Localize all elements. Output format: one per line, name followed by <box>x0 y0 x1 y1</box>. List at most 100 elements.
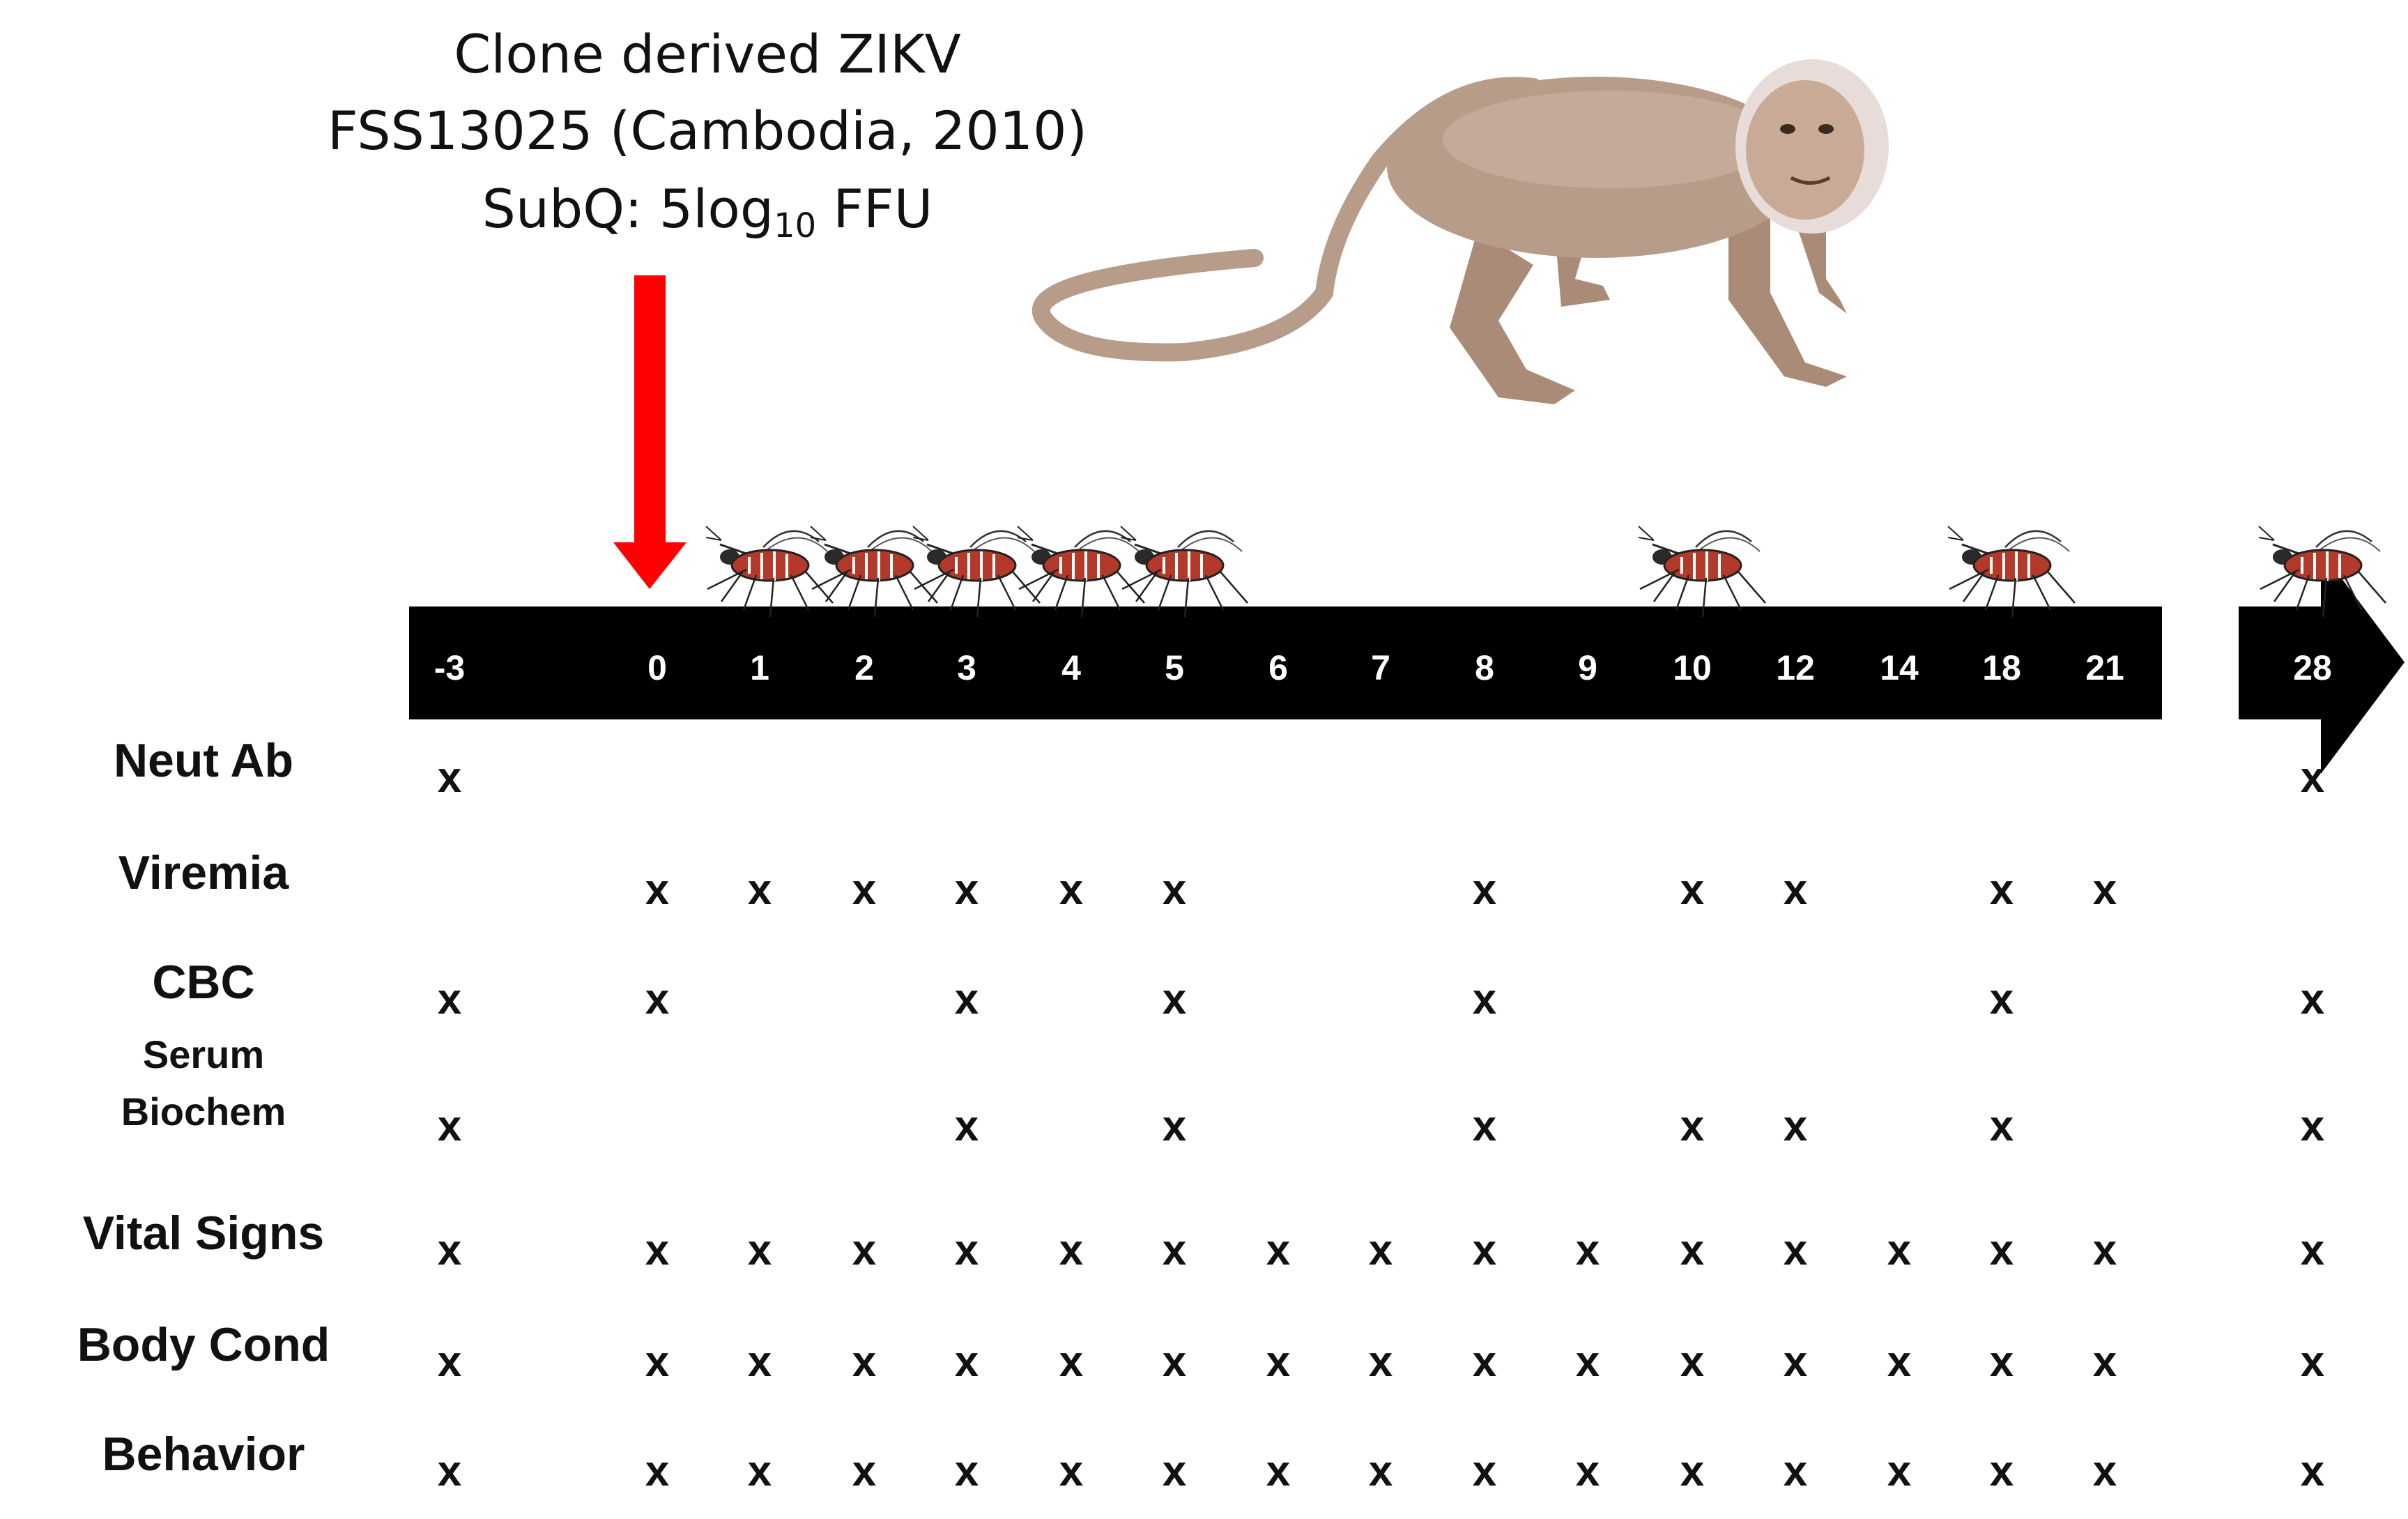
assessment-mark: x <box>1473 1447 1497 1495</box>
assessment-mark: x <box>645 1338 670 1386</box>
assessment-mark: x <box>955 1338 979 1386</box>
assessment-mark: x <box>645 866 670 914</box>
assessment-row-label: Neut Ab <box>114 734 293 787</box>
assessment-mark: x <box>2093 1338 2117 1386</box>
dose-subscript: 10 <box>774 206 817 245</box>
day-label: -3 <box>434 648 465 687</box>
assessment-mark: x <box>1059 1447 1084 1495</box>
assessment-mark: x <box>2301 1102 2325 1150</box>
assessment-mark: x <box>1163 1447 1187 1495</box>
assessment-mark: x <box>1473 1338 1497 1386</box>
assessment-mark: x <box>955 866 979 914</box>
mosquito-icon <box>1119 525 1249 618</box>
assessment-mark: x <box>1369 1447 1393 1495</box>
assessment-mark: x <box>2093 1226 2117 1274</box>
assessment-mark: x <box>1059 1226 1084 1274</box>
dose-suffix: FFU <box>816 178 933 240</box>
assessment-row-label: Behavior <box>102 1428 305 1481</box>
day-label: 28 <box>2293 648 2332 687</box>
assessment-mark: x <box>955 975 979 1023</box>
assessment-mark: x <box>1163 975 1187 1023</box>
assessment-mark: x <box>1680 1226 1705 1274</box>
mosquito-icon <box>809 525 939 618</box>
assessment-mark: x <box>1473 1226 1497 1274</box>
virus-strain-title: Clone derived ZIKV <box>454 23 961 85</box>
assessment-mark: x <box>1680 1447 1705 1495</box>
assessment-mark: x <box>1369 1226 1393 1274</box>
assessment-mark: x <box>2301 975 2325 1023</box>
assessment-mark: x <box>1576 1226 1600 1274</box>
assessment-mark: x <box>2301 1226 2325 1274</box>
day-label: 5 <box>1165 648 1184 687</box>
assessment-mark: x <box>1680 1338 1705 1386</box>
day-label: 9 <box>1578 648 1597 687</box>
assessment-mark: x <box>438 1338 462 1386</box>
assessment-mark: x <box>1784 1338 1808 1386</box>
assessment-mark: x <box>1990 1447 2014 1495</box>
day-axis-labels: -3 0 1 2 3 4 5 6 7 8 9 10 12 14 18 21 28 <box>434 648 2332 687</box>
assessment-mark: x <box>438 1226 462 1274</box>
assessment-mark: x <box>1369 1338 1393 1386</box>
assessment-mark: x <box>645 1226 670 1274</box>
assessment-mark: x <box>1059 1338 1084 1386</box>
assessment-mark: x <box>438 1102 462 1150</box>
assessment-mark: x <box>2301 1338 2325 1386</box>
assessment-mark: x <box>852 866 877 914</box>
assessment-mark: x <box>748 866 772 914</box>
assessment-row-label: Serum Biochem <box>121 1032 286 1133</box>
assessment-mark: x <box>748 1226 772 1274</box>
dose-prefix: SubQ: 5log <box>482 178 774 240</box>
assessment-mark: x <box>1266 1338 1291 1386</box>
assessment-mark: x <box>1990 866 2014 914</box>
assessment-mark: x <box>1473 866 1497 914</box>
assessment-mark: x <box>1887 1447 1912 1495</box>
assessment-mark: x <box>1680 866 1705 914</box>
day-label: 14 <box>1880 648 1919 687</box>
assessment-mark: x <box>1784 1102 1808 1150</box>
assessment-mark: x <box>1163 866 1187 914</box>
assessment-mark: x <box>1990 975 2014 1023</box>
assessment-mark: x <box>1990 1102 2014 1150</box>
assessment-mark: x <box>1163 1226 1187 1274</box>
assessment-mark: x <box>1163 1338 1187 1386</box>
monkey-icon <box>1032 59 1889 404</box>
assessment-mark: x <box>1784 1447 1808 1495</box>
assessment-mark: x <box>2301 1447 2325 1495</box>
assessment-mark: x <box>1887 1338 1912 1386</box>
day-label: 3 <box>957 648 976 687</box>
timeline-bar <box>409 551 2405 774</box>
mosquito-icon <box>1016 525 1146 618</box>
assessment-mark: x <box>955 1102 979 1150</box>
assessment-mark: x <box>1266 1447 1291 1495</box>
assessment-mark: x <box>645 975 670 1023</box>
day-label: 7 <box>1371 648 1390 687</box>
mosquito-icon <box>912 525 1041 618</box>
mosquito-icon <box>1637 525 1767 618</box>
assessment-mark: x <box>438 975 462 1023</box>
assessment-mark: x <box>748 1447 772 1495</box>
assessment-mark: x <box>645 1447 670 1495</box>
assessment-mark: x <box>955 1226 979 1274</box>
day-label: 8 <box>1475 648 1494 687</box>
assessment-mark: x <box>852 1226 877 1274</box>
assessment-mark: x <box>2093 1447 2117 1495</box>
assessment-mark: x <box>1784 1226 1808 1274</box>
assessment-mark: x <box>1887 1226 1912 1274</box>
assessment-mark: x <box>1059 866 1084 914</box>
assessment-mark: x <box>1990 1338 2014 1386</box>
assessment-mark: x <box>1473 1102 1497 1150</box>
assessment-row-label: Viremia <box>118 846 290 899</box>
day-label: 21 <box>2085 648 2124 687</box>
assessment-mark: x <box>852 1338 877 1386</box>
assessment-mark: x <box>1576 1447 1600 1495</box>
assessment-mark: x <box>1784 866 1808 914</box>
mosquito-icon <box>705 525 834 618</box>
assessment-mark: x <box>1266 1226 1291 1274</box>
virus-strain-origin: FSS13025 (Cambodia, 2010) <box>327 100 1088 162</box>
assessment-mark: x <box>438 1447 462 1495</box>
assessment-mark: x <box>955 1447 979 1495</box>
assessment-mark: x <box>2093 866 2117 914</box>
assessment-mark: x <box>1473 975 1497 1023</box>
